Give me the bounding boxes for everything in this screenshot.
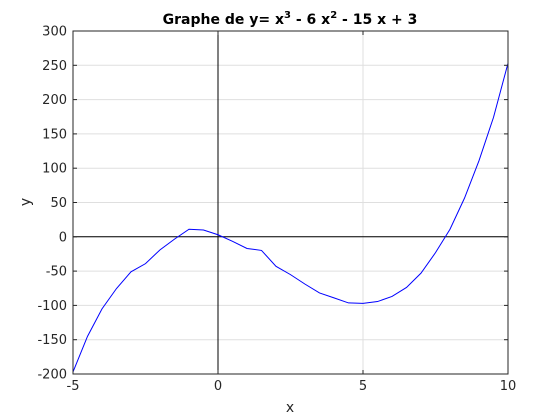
y-tick-label: -50 [46,265,67,280]
x-tick-label: 5 [359,379,367,394]
y-tick-label: 100 [42,162,67,177]
y-tick-label: 300 [42,25,67,40]
y-tick-label: 50 [50,196,67,211]
y-tick-label: 150 [42,127,67,142]
y-tick-label: 200 [42,93,67,108]
y-tick-label: -200 [37,368,67,383]
y-tick-label: -100 [37,299,67,314]
y-tick-label: -150 [37,333,67,348]
y-axis-label: y [18,198,34,206]
y-tick-label: 250 [42,59,67,74]
chart-title: Graphe de y= x3 - 6 x2 - 15 x + 3 [163,10,418,28]
x-axis-label: x [286,400,294,416]
x-tick-label: 0 [214,379,222,394]
x-tick-label: 10 [500,379,517,394]
x-tick-label: -5 [67,379,80,394]
y-tick-label: 0 [59,230,67,245]
series-line [72,63,509,373]
